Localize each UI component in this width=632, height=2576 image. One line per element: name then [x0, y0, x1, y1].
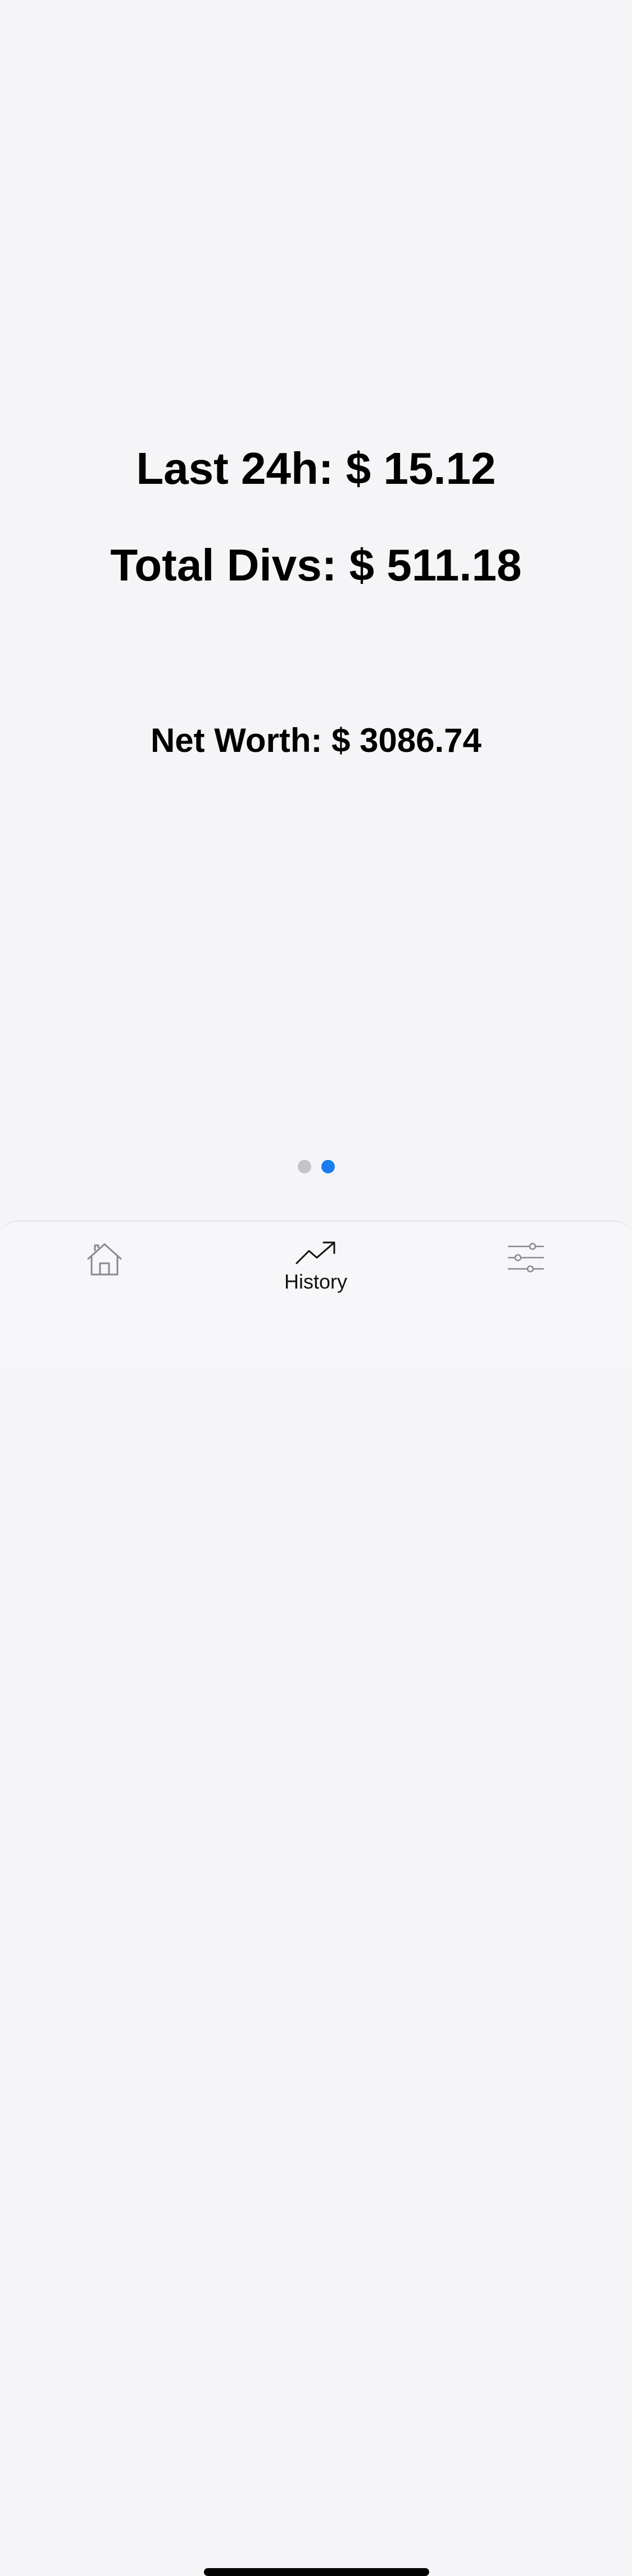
trending-up-icon — [294, 1240, 337, 1267]
tab-bar: History — [0, 1221, 632, 2576]
page-indicator[interactable] — [0, 1160, 632, 1173]
total-divs-stat: Total Divs: $ 511.18 — [110, 540, 522, 590]
tab-settings[interactable] — [470, 1240, 582, 1313]
home-icon — [85, 1240, 124, 1279]
sliders-icon — [503, 1240, 548, 1276]
tab-history[interactable]: History — [260, 1240, 372, 1313]
home-indicator[interactable] — [204, 2568, 429, 2576]
net-worth-stat: Net Worth: $ 3086.74 — [150, 722, 482, 759]
tab-history-label: History — [284, 1270, 347, 1293]
tab-home[interactable] — [48, 1240, 161, 1313]
last-24h-stat: Last 24h: $ 15.12 — [136, 443, 496, 493]
page-dot-active[interactable] — [321, 1160, 335, 1173]
page-dot[interactable] — [297, 1160, 311, 1173]
